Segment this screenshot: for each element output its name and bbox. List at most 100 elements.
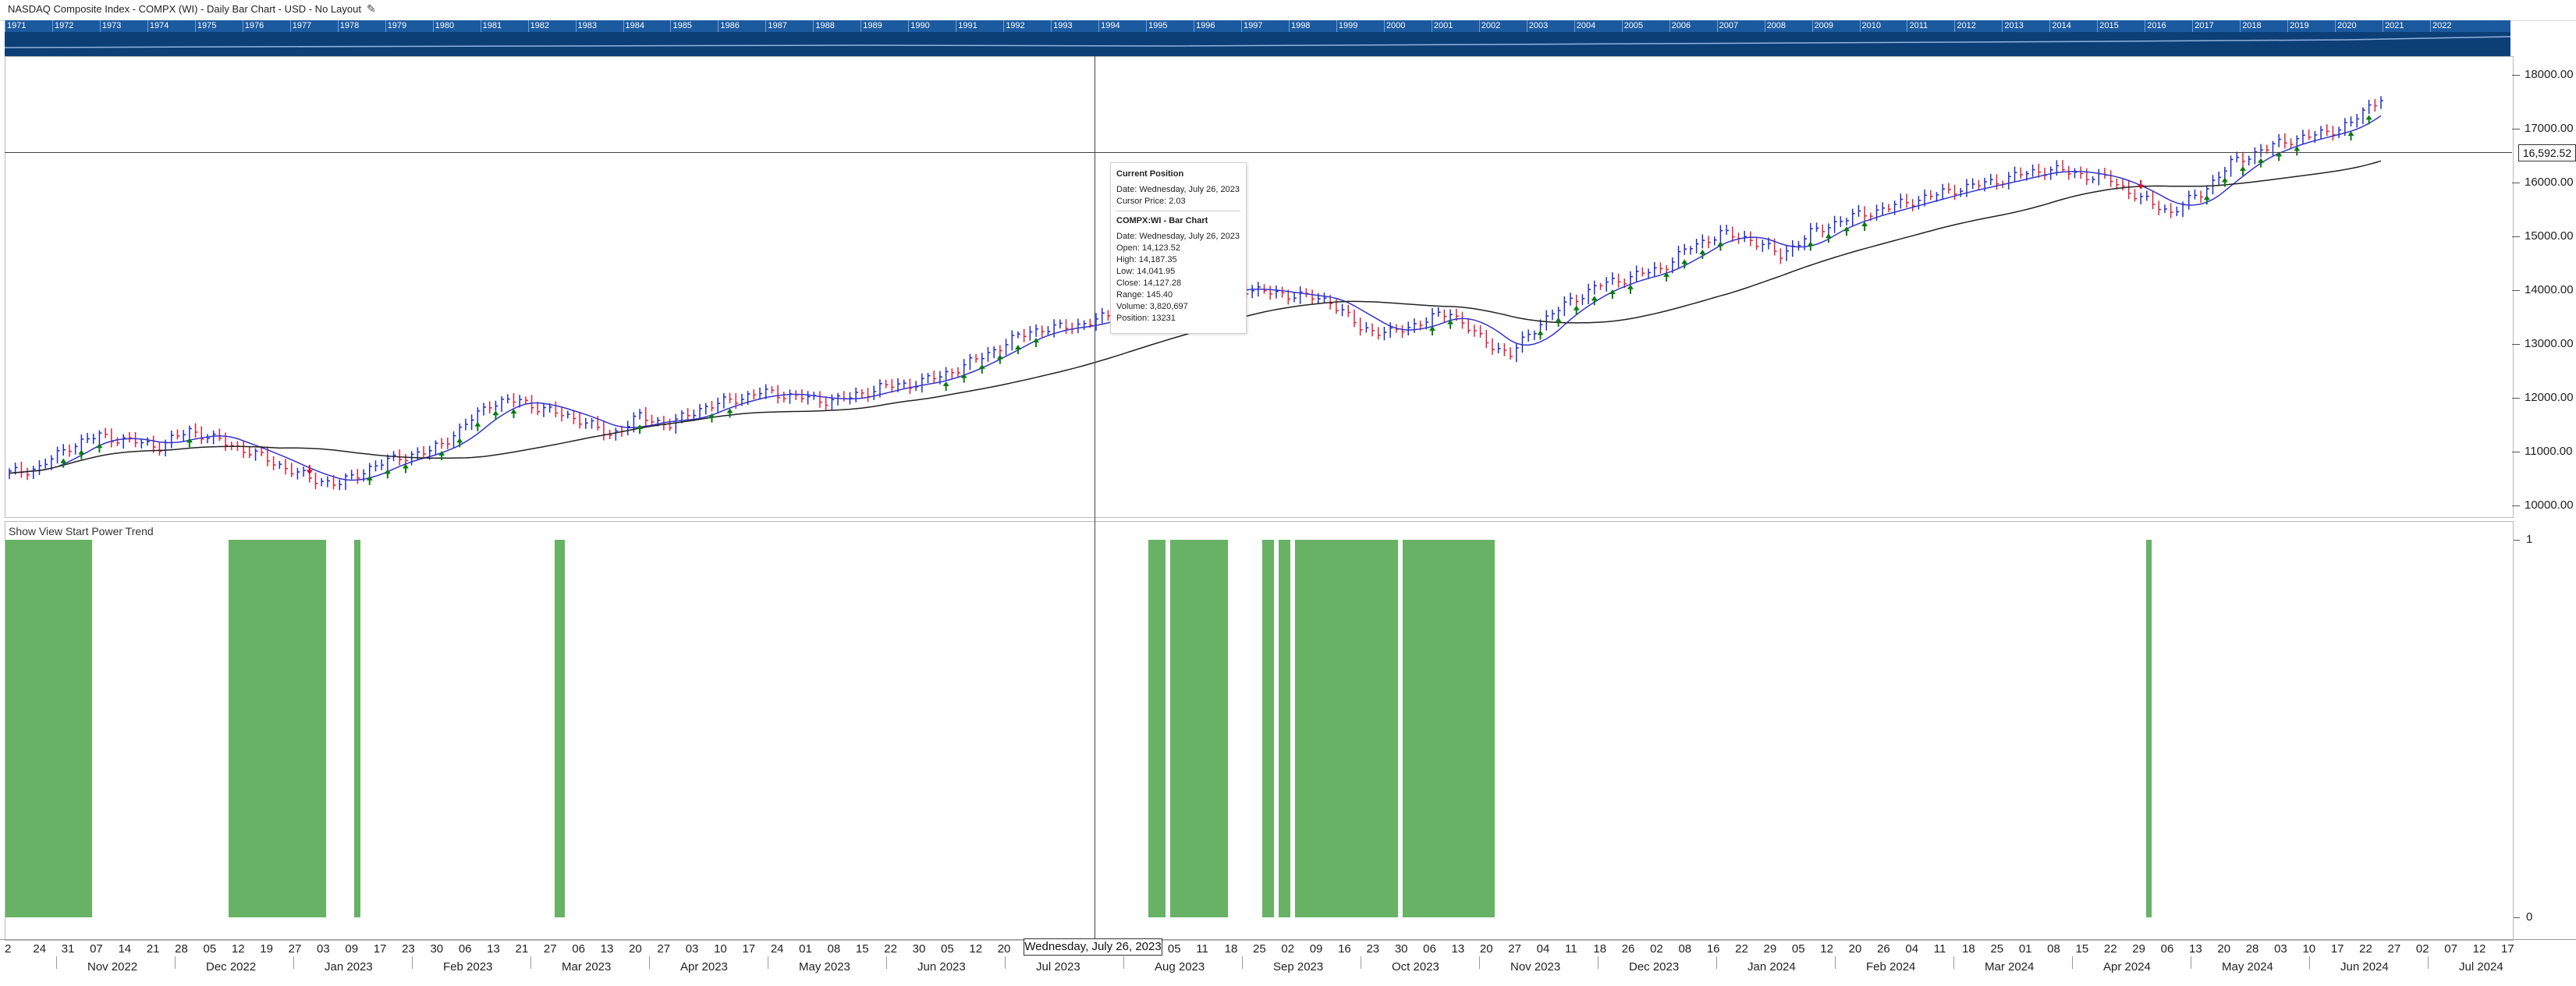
buy-arrow-icon [2221,177,2228,187]
date-axis-day-label: 06 [2160,942,2174,956]
year-label[interactable]: 2007 [1719,21,1739,30]
year-label[interactable]: 1982 [530,21,550,30]
year-label[interactable]: 1990 [910,21,930,30]
year-tick [2049,20,2051,32]
date-axis-day-label: 13 [1451,942,1465,956]
year-label[interactable]: 1977 [292,21,312,30]
price-panel[interactable] [5,56,2514,518]
year-label[interactable]: 1995 [1148,21,1168,30]
buy-arrow-icon [996,354,1003,364]
year-tick [147,20,148,32]
date-axis-day-label: 15 [2075,942,2089,956]
year-tick [1478,20,1480,32]
crosshair-horizontal [5,152,2512,153]
year-label[interactable]: 1991 [958,21,978,30]
year-label[interactable]: 1972 [54,21,74,30]
pencil-icon[interactable]: ✎ [367,2,376,15]
cursor-price-label: 16,592.52 [2518,144,2576,161]
year-label[interactable]: 1993 [1053,21,1073,30]
price-axis-label: 13000.00 [2525,337,2574,350]
year-label[interactable]: 1988 [815,21,835,30]
date-axis-month-tick [1242,956,1243,969]
year-label[interactable]: 2020 [2337,21,2357,30]
year-label[interactable]: 1976 [244,21,264,30]
date-axis-day-label: 18 [1593,942,1607,956]
year-label[interactable]: 1999 [1338,21,1358,30]
year-label[interactable]: 2000 [1386,21,1406,30]
year-label[interactable]: 1979 [387,21,407,30]
date-axis-month-label: May 2023 [799,960,850,974]
year-tick [670,20,672,32]
year-label[interactable]: 2011 [1909,21,1928,30]
year-tick [623,20,624,32]
date-axis-day-label: 06 [572,942,585,956]
year-label[interactable]: 2015 [2099,21,2119,30]
year-label[interactable]: 1998 [1290,21,1311,30]
buy-arrow-icon [1681,259,1688,269]
date-axis-day-label: 27 [657,942,671,956]
power-trend-bar [229,540,326,917]
indicator-panel[interactable] [5,521,2514,941]
year-label[interactable]: 2012 [1957,21,1976,30]
year-label[interactable]: 1987 [768,21,787,30]
date-axis-month-tick [1005,956,1006,969]
year-label[interactable]: 2003 [1528,21,1549,30]
year-label[interactable]: 1975 [197,21,217,30]
year-label[interactable]: 2022 [2432,21,2452,30]
year-label[interactable]: 1985 [672,21,692,30]
date-axis-day-label: 12 [2472,942,2486,956]
year-label[interactable]: 2021 [2385,21,2404,30]
buy-arrow-icon [1825,233,1832,243]
year-label[interactable]: 1974 [149,21,169,30]
year-label[interactable]: 1983 [577,21,598,30]
buy-arrow-icon [456,438,463,448]
year-label[interactable]: 1981 [482,21,502,30]
date-axis-day-label: 05 [1167,942,1181,956]
buy-arrow-icon [78,449,85,459]
power-trend-bar [1295,540,1398,917]
year-label[interactable]: 2005 [1623,21,1644,30]
year-label[interactable]: 2006 [1671,21,1691,30]
buy-arrow-icon [1717,241,1724,251]
date-axis-month-label: Apr 2023 [680,960,728,974]
buy-arrow-icon [1807,241,1814,251]
buy-arrow-icon [2347,131,2354,141]
year-label[interactable]: 1997 [1244,21,1263,30]
year-label[interactable]: 2001 [1433,21,1453,30]
year-label[interactable]: 1984 [625,21,644,30]
year-label[interactable]: 1973 [101,21,122,30]
date-axis[interactable] [0,939,2576,970]
year-label[interactable]: 2016 [2147,21,2166,30]
year-label[interactable]: 1986 [720,21,740,30]
year-label[interactable]: 2008 [1766,21,1787,30]
year-label[interactable]: 2013 [2004,21,2024,30]
year-label[interactable]: 1971 [7,21,27,30]
year-label[interactable]: 1996 [1196,21,1215,30]
year-tick [2287,20,2289,32]
year-label[interactable]: 2010 [1861,21,1881,30]
year-label[interactable]: 2004 [1576,21,1596,30]
year-label[interactable]: 1994 [1101,21,1120,30]
year-tick [51,20,53,32]
year-label[interactable]: 2002 [1481,21,1501,30]
year-label[interactable]: 2009 [1814,21,1834,30]
date-axis-day-label: 30 [912,942,926,956]
year-label[interactable]: 2014 [2052,21,2071,30]
year-label[interactable]: 1978 [339,21,360,30]
year-navigator[interactable]: 1971 1972 1973 1974 1975 1976 1977 1978 1979 1980… [5,20,2510,56]
date-axis-day-label: 23 [1366,942,1380,956]
year-label[interactable]: 2018 [2242,21,2262,30]
year-tick [1526,20,1528,32]
year-tick [99,20,101,32]
date-axis-month-label: Dec 2023 [1629,960,1680,974]
year-tick [385,20,386,32]
year-label[interactable]: 1980 [435,21,455,30]
year-label[interactable]: 1989 [863,21,882,30]
year-labels: 1971 1972 1973 1974 1975 1976 1977 1978 1979 1980… [5,20,2510,32]
year-label[interactable]: 2017 [2195,21,2214,30]
year-label[interactable]: 1992 [1006,21,1025,30]
buy-arrow-icon [726,408,733,418]
price-chart[interactable] [5,56,2512,516]
year-tick [432,20,434,32]
year-label[interactable]: 2019 [2290,21,2309,30]
